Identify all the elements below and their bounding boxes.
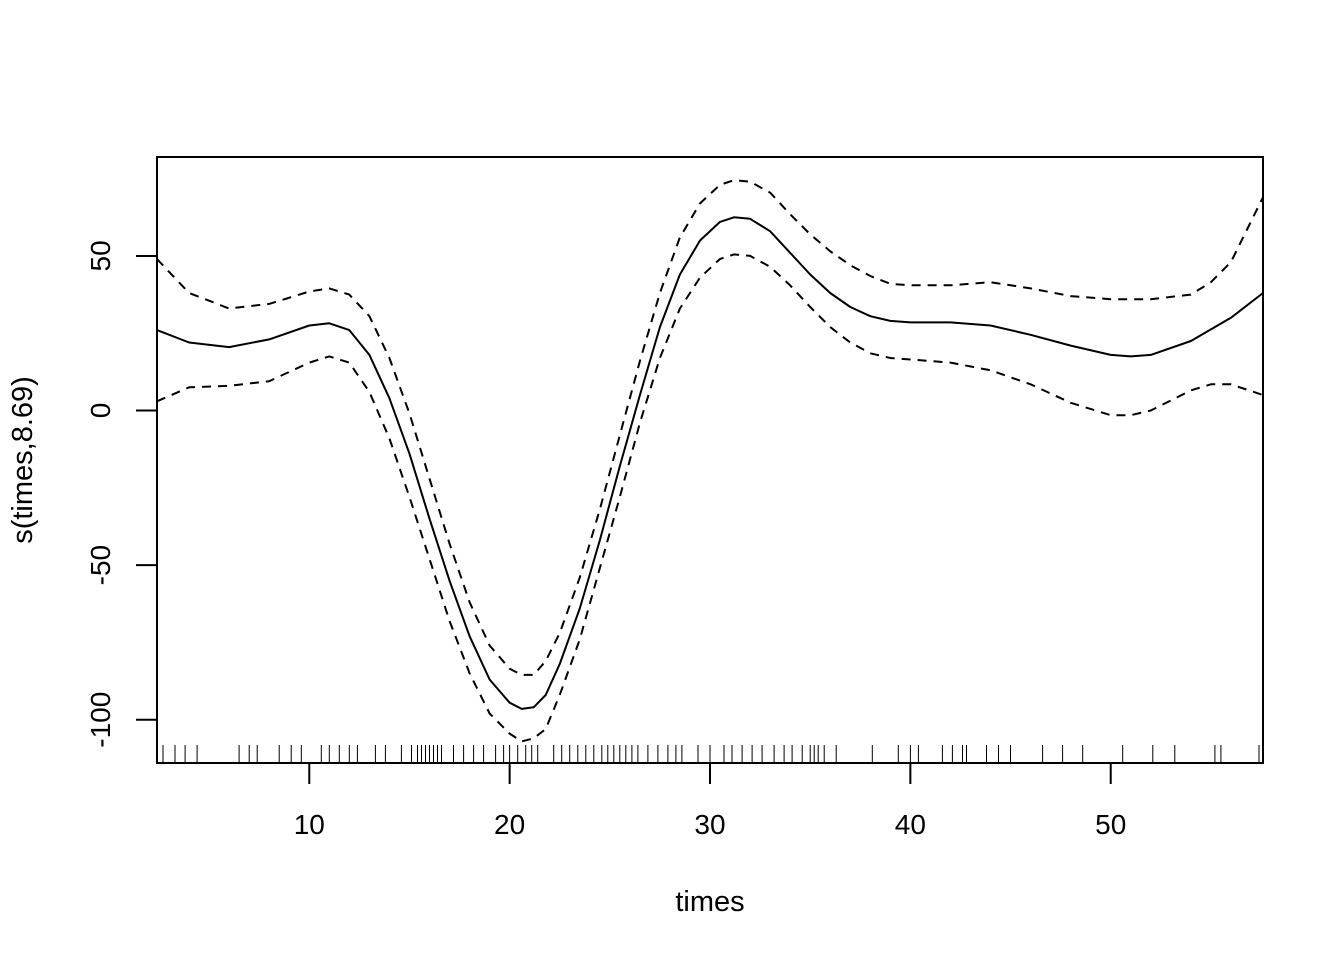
series-lines — [156, 179, 1264, 743]
x-tick-label: 40 — [895, 809, 926, 840]
plot-frame — [156, 156, 1264, 764]
y-axis-title: s(times,8.69) — [7, 376, 39, 544]
series-lower-line — [156, 253, 1264, 743]
x-axis: 10 20 30 40 50 — [294, 762, 1126, 840]
y-tick-label: -50 — [85, 545, 116, 585]
x-tick-label: 30 — [694, 809, 725, 840]
y-tick-label: 50 — [85, 240, 116, 271]
x-axis-title: times — [675, 886, 744, 918]
x-tick-label: 20 — [494, 809, 525, 840]
y-axis: -100 -50 0 50 — [85, 240, 158, 748]
y-tick-label: 0 — [85, 403, 116, 419]
series-fit-line — [156, 216, 1264, 710]
series-upper-line — [156, 179, 1264, 676]
y-tick-label: -100 — [85, 692, 116, 748]
rug-marks — [162, 745, 1260, 763]
x-tick-label: 10 — [294, 809, 325, 840]
x-tick-label: 50 — [1095, 809, 1126, 840]
